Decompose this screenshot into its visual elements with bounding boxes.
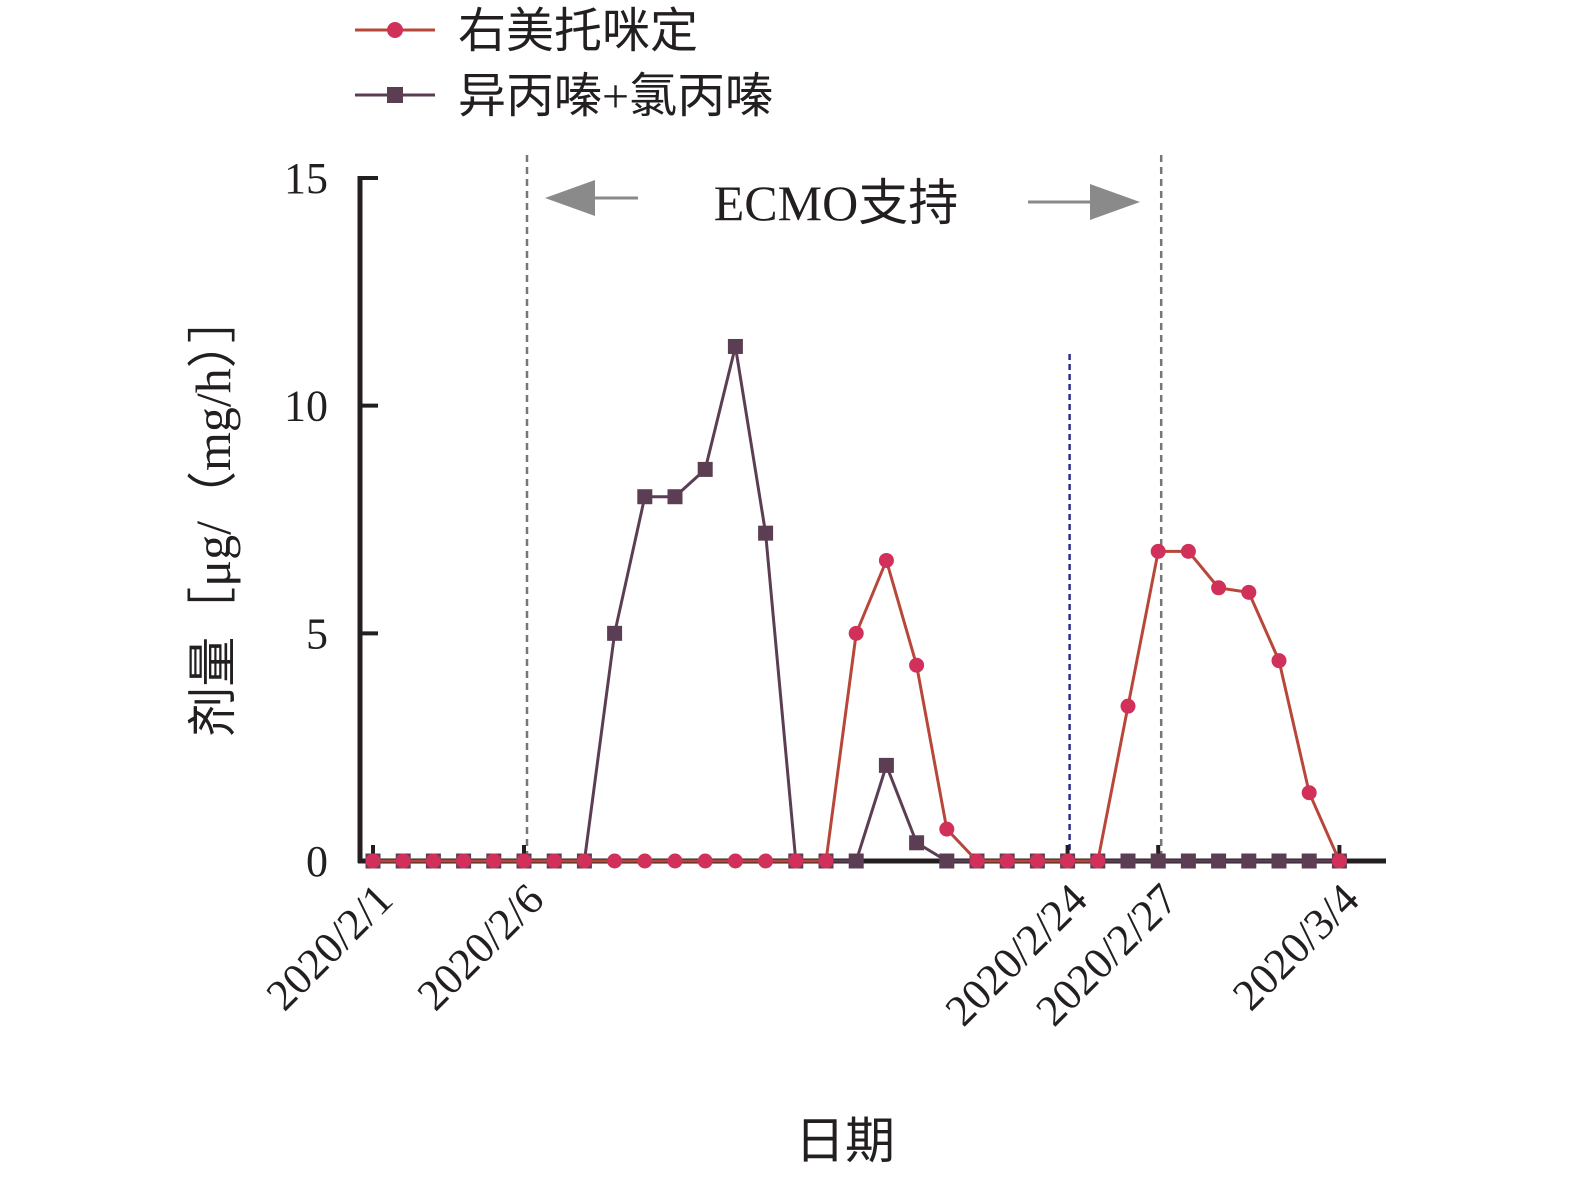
data-point [939,821,955,837]
data-point [1090,853,1106,869]
ecmo-label: ECMO支持 [714,175,958,231]
data-point [637,853,653,869]
data-point [1211,580,1227,596]
data-point [697,853,713,869]
data-point [758,525,774,541]
data-point [758,853,774,869]
data-point [848,625,864,641]
legend: 右美托咪定 异丙嗪+氯丙嗪 [355,5,773,123]
axes [357,176,1386,864]
data-point [395,853,411,869]
data-point [1211,853,1227,869]
data-point [1180,543,1196,559]
data-point [697,461,713,477]
series-layer [365,338,1347,869]
series-promethazine-chlorpromazine [365,338,1347,869]
data-point [909,657,925,673]
series-line [373,346,1340,863]
y-tick-label: 10 [284,382,328,431]
data-point [667,489,683,505]
data-point [425,853,441,869]
x-tick-label: 2020/3/4 [1223,874,1368,1019]
data-point [365,853,381,869]
data-point [939,853,955,869]
data-point [637,489,653,505]
data-point [999,853,1015,869]
left-arrow [545,180,638,216]
legend-item-dexmedetomidine: 右美托咪定 [355,5,698,58]
data-point [1060,853,1076,869]
y-ticks: 0 5 10 15 [284,154,378,886]
right-arrow [1028,184,1140,220]
y-tick-label: 15 [284,154,328,203]
series-line [373,549,1341,863]
x-axis-title: 日期 [795,1113,895,1169]
data-point [1271,653,1287,669]
data-point [909,835,925,851]
data-point [848,853,864,869]
data-point [788,853,804,869]
y-axis-title: 剂量［μg/（mg/h）］ [185,293,241,736]
data-point [576,853,592,869]
data-point [727,338,743,354]
reference-lines [525,155,1163,861]
y-tick-label: 5 [306,609,328,658]
data-point [1150,543,1166,559]
data-point [1331,853,1347,869]
data-point [1120,698,1136,714]
data-point [1301,785,1317,801]
data-point [1241,584,1257,600]
ecmo-annotation: ECMO支持 [545,175,1140,231]
x-tick-label: 2020/2/1 [257,874,402,1019]
data-point [1271,853,1287,869]
data-point [1150,853,1166,869]
data-point [1301,853,1317,869]
data-point [1180,853,1196,869]
data-point [486,853,502,869]
legend-marker-dexmedetomidine [387,22,403,38]
data-point [607,625,623,641]
legend-label-dexmedetomidine: 右美托咪定 [458,5,698,58]
legend-item-promethazine-chlorpromazine: 异丙嗪+氯丙嗪 [355,70,773,123]
y-tick-label: 0 [306,837,328,886]
series-dexmedetomidine [365,543,1347,869]
data-point [969,853,985,869]
data-point [878,552,894,568]
data-point [727,853,743,869]
data-point [1029,853,1045,869]
data-point [607,853,623,869]
x-tick-label: 2020/2/6 [408,874,553,1019]
data-point [516,853,532,869]
data-point [456,853,472,869]
data-point [878,757,894,773]
data-point [818,853,834,869]
data-point [1120,853,1136,869]
data-point [667,853,683,869]
data-point [1241,853,1257,869]
data-point [546,853,562,869]
legend-label-promethazine-chlorpromazine: 异丙嗪+氯丙嗪 [458,70,773,123]
legend-marker-promethazine-chlorpromazine [387,87,403,103]
